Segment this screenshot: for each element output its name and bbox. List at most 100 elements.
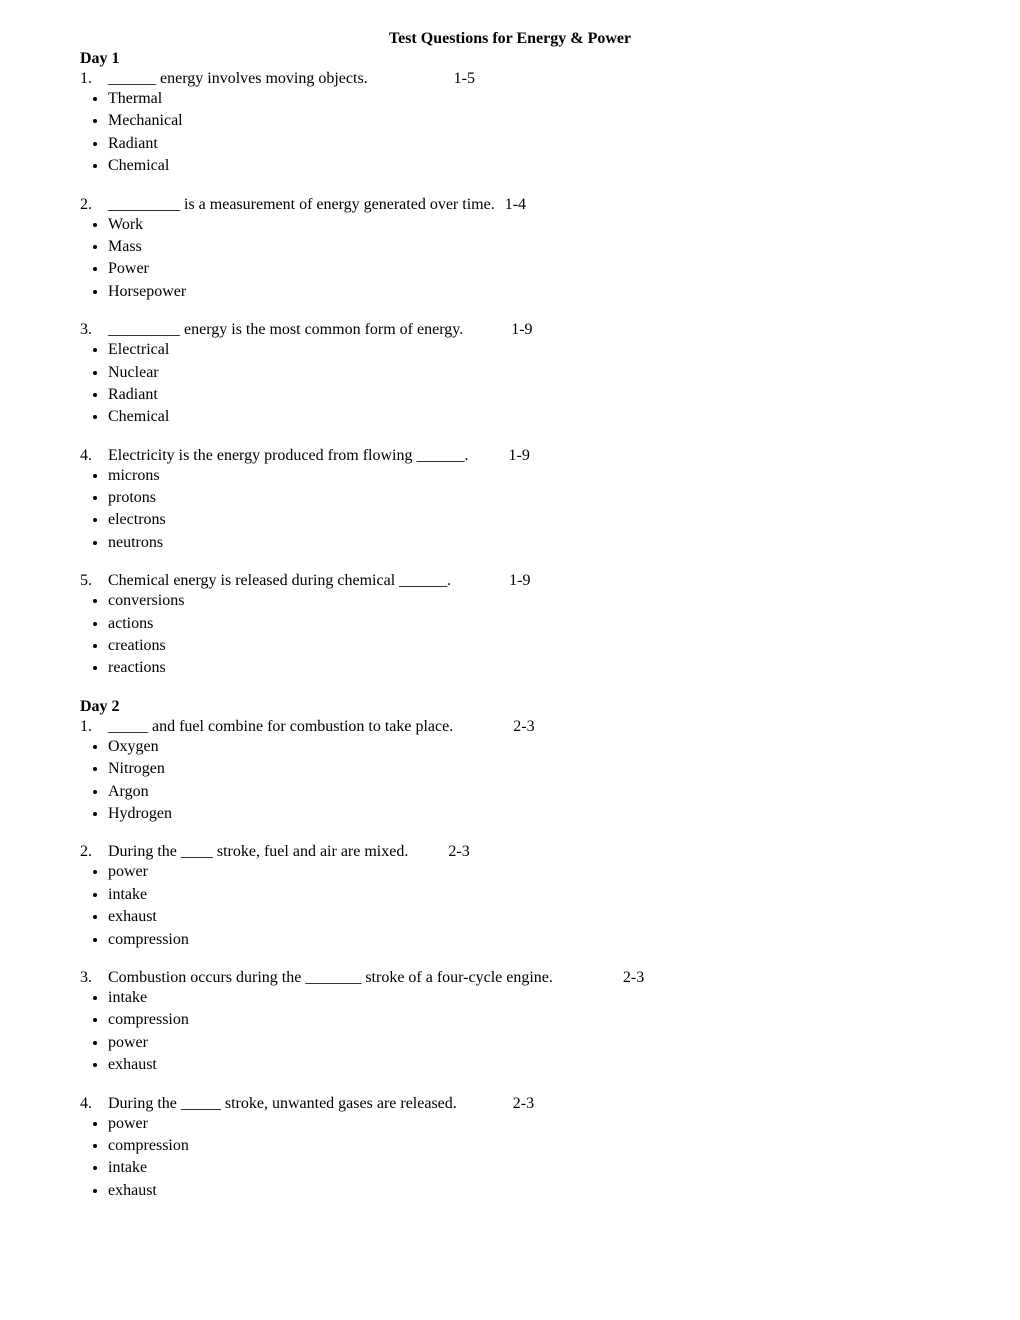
option-item: power: [108, 861, 940, 883]
question-line: 1.______ energy involves moving objects.…: [80, 70, 940, 88]
option-item: protons: [108, 487, 940, 509]
option-item: power: [108, 1113, 940, 1135]
option-text: intake: [108, 987, 147, 1009]
option-list: powercompressionintakeexhaust: [80, 1113, 940, 1203]
option-text: Argon: [108, 781, 149, 803]
option-item: exhaust: [108, 1180, 940, 1202]
question-number: 1.: [80, 718, 108, 736]
question-reference: 2-3: [513, 1095, 534, 1113]
question-line: 4.Electricity is the energy produced fro…: [80, 447, 940, 465]
option-text: microns: [108, 465, 160, 487]
option-item: Radiant: [108, 384, 940, 406]
question-text: _________ is a measurement of energy gen…: [108, 196, 495, 214]
option-text: Work: [108, 214, 143, 236]
option-item: reactions: [108, 657, 940, 679]
question-block: 1._____ and fuel combine for combustion …: [80, 718, 940, 826]
option-item: exhaust: [108, 906, 940, 928]
option-text: Electrical: [108, 339, 169, 361]
option-text: Chemical: [108, 155, 169, 177]
option-text: intake: [108, 884, 147, 906]
option-item: creations: [108, 635, 940, 657]
question-line: 2.During the ____ stroke, fuel and air a…: [80, 843, 940, 861]
day-section: Day 1 1.______ energy involves moving obj…: [80, 50, 940, 680]
option-item: microns: [108, 465, 940, 487]
option-text: Power: [108, 258, 149, 280]
option-item: Hydrogen: [108, 803, 940, 825]
question-reference: 2-3: [623, 969, 644, 987]
question-line: 2._________ is a measurement of energy g…: [80, 196, 940, 214]
option-item: Electrical: [108, 339, 940, 361]
option-text: intake: [108, 1157, 147, 1179]
option-text: power: [108, 1113, 148, 1135]
option-item: Power: [108, 258, 940, 280]
question-block: 2.During the ____ stroke, fuel and air a…: [80, 843, 940, 951]
question-line: 1._____ and fuel combine for combustion …: [80, 718, 940, 736]
option-item: actions: [108, 613, 940, 635]
option-item: Thermal: [108, 88, 940, 110]
option-item: Chemical: [108, 406, 940, 428]
page-title: Test Questions for Energy & Power: [80, 30, 940, 48]
option-item: Work: [108, 214, 940, 236]
question-line: 3.Combustion occurs during the _______ s…: [80, 969, 940, 987]
option-item: Chemical: [108, 155, 940, 177]
question-text: During the ____ stroke, fuel and air are…: [108, 843, 408, 861]
option-item: exhaust: [108, 1054, 940, 1076]
option-text: electrons: [108, 509, 166, 531]
day-section: Day 21._____ and fuel combine for combus…: [80, 698, 940, 1202]
option-text: power: [108, 861, 148, 883]
option-item: Argon: [108, 781, 940, 803]
option-text: compression: [108, 1009, 189, 1031]
question-reference: 2-3: [513, 718, 534, 736]
option-text: compression: [108, 1135, 189, 1157]
option-item: power: [108, 1032, 940, 1054]
question-number: 4.: [80, 447, 108, 465]
option-item: intake: [108, 987, 940, 1009]
question-block: 4.Electricity is the energy produced fro…: [80, 447, 940, 555]
option-text: Chemical: [108, 406, 169, 428]
day-heading: Day 1: [80, 50, 940, 68]
option-text: neutrons: [108, 532, 163, 554]
option-text: conversions: [108, 590, 184, 612]
option-item: neutrons: [108, 532, 940, 554]
option-list: conversionsactionscreationsreactions: [80, 590, 940, 680]
option-text: Radiant: [108, 384, 158, 406]
option-list: intakecompressionpowerexhaust: [80, 987, 940, 1077]
option-text: exhaust: [108, 1180, 157, 1202]
option-item: Nuclear: [108, 362, 940, 384]
option-item: Mass: [108, 236, 940, 258]
option-text: exhaust: [108, 1054, 157, 1076]
question-block: 5.Chemical energy is released during che…: [80, 572, 940, 680]
option-text: Nitrogen: [108, 758, 165, 780]
question-number: 4.: [80, 1095, 108, 1113]
option-list: ElectricalNuclearRadiantChemical: [80, 339, 940, 429]
option-text: reactions: [108, 657, 166, 679]
option-text: actions: [108, 613, 153, 635]
question-block: 3.Combustion occurs during the _______ s…: [80, 969, 940, 1077]
question-block: 3._________ energy is the most common fo…: [80, 321, 940, 429]
option-list: OxygenNitrogenArgonHydrogen: [80, 736, 940, 826]
option-list: WorkMassPowerHorsepower: [80, 214, 940, 304]
option-item: compression: [108, 1135, 940, 1157]
option-text: creations: [108, 635, 166, 657]
option-text: Thermal: [108, 88, 162, 110]
option-item: Mechanical: [108, 110, 940, 132]
option-item: conversions: [108, 590, 940, 612]
question-line: 5.Chemical energy is released during che…: [80, 572, 940, 590]
question-text: _____ and fuel combine for combustion to…: [108, 718, 453, 736]
option-item: electrons: [108, 509, 940, 531]
question-text: During the _____ stroke, unwanted gases …: [108, 1095, 457, 1113]
option-text: Radiant: [108, 133, 158, 155]
question-text: ______ energy involves moving objects.: [108, 70, 368, 88]
question-block: 2._________ is a measurement of energy g…: [80, 196, 940, 304]
question-reference: 1-4: [505, 196, 526, 214]
question-reference: 1-9: [509, 572, 530, 590]
option-item: Horsepower: [108, 281, 940, 303]
option-item: intake: [108, 1157, 940, 1179]
question-number: 3.: [80, 969, 108, 987]
option-text: Oxygen: [108, 736, 159, 758]
option-text: protons: [108, 487, 156, 509]
option-item: Nitrogen: [108, 758, 940, 780]
question-line: 3._________ energy is the most common fo…: [80, 321, 940, 339]
question-text: Chemical energy is released during chemi…: [108, 572, 451, 590]
question-number: 3.: [80, 321, 108, 339]
